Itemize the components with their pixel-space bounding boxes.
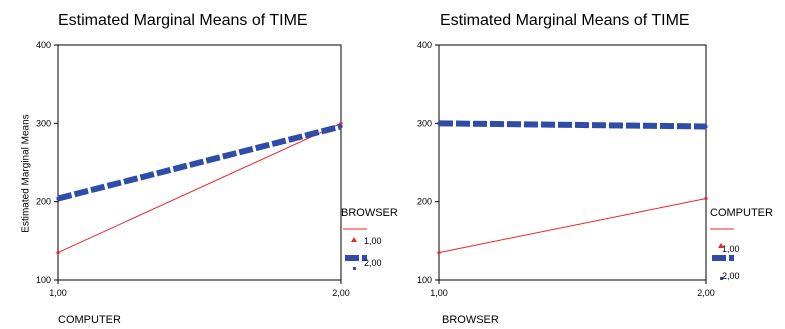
x-axis-label: COMPUTER [58,314,121,326]
legend-marker-series-2 [720,277,723,280]
x-tick-label: 1,00 [430,288,448,298]
data-point [56,250,60,255]
legend-marker-series-1 [351,237,357,242]
data-point [704,124,708,128]
y-tick-label: 100 [36,275,51,285]
series-line-1 [438,198,707,254]
chart-panel-right: Estimated Marginal Means of TIME 100 200 3… [392,0,785,329]
plot-frame [57,44,342,281]
y-tick-label: 300 [36,118,51,128]
y-tick-label: 200 [36,197,51,207]
data-point [339,124,343,128]
x-tick-label: 1,00 [49,288,67,298]
chart-title: Estimated Marginal Means of TIME [440,12,690,29]
chart-svg: 100 200 300 400 1,00 2,00 [36,40,367,298]
legend-label-series-1: 1,00 [722,244,740,254]
legend-label-series-1: 1,00 [364,236,382,246]
legend-title: COMPUTER [710,207,773,219]
y-tick-label: 100 [417,275,432,285]
legend-label-series-2: 2,00 [364,258,382,268]
legend-title: BROWSER [341,207,398,219]
data-point [704,196,708,201]
y-tick-label: 300 [417,118,432,128]
y-tick-label: 400 [417,40,432,50]
legend-label-series-2: 2,00 [722,271,740,281]
y-tick-label: 400 [36,40,51,50]
x-tick-label: 2,00 [332,288,350,298]
series-line-1 [57,122,342,254]
x-tick-label: 2,00 [697,288,715,298]
chart-svg: 100 200 300 400 1,00 2,00 [417,40,734,298]
data-point [437,121,441,125]
series-line-2 [57,123,342,202]
y-tick-label: 200 [417,197,432,207]
chart-panel-left: Estimated Marginal Means of TIME Estimat… [0,0,398,329]
data-point [437,250,441,255]
data-point [56,197,60,201]
plot-frame [438,44,707,281]
legend-marker-series-2 [353,267,356,270]
chart-title: Estimated Marginal Means of TIME [58,12,308,29]
series-line-2 [438,120,707,130]
x-axis-label: BROWSER [442,314,499,326]
legend-marker-series-1 [718,243,724,248]
